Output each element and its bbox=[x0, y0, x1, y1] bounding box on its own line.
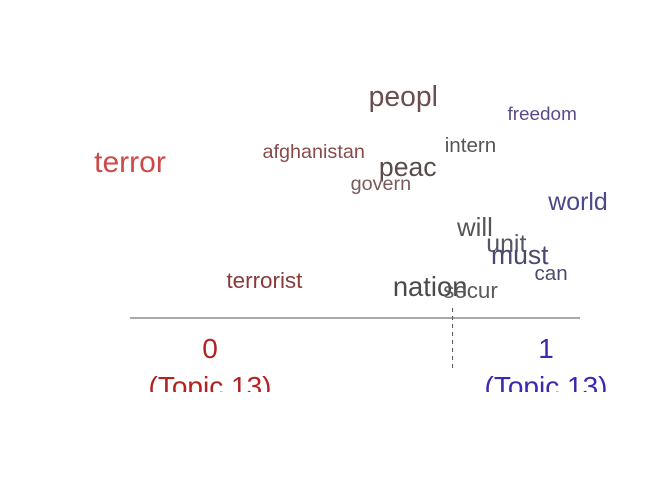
word-terror: terror bbox=[94, 146, 166, 179]
word-unit: unit bbox=[486, 230, 526, 258]
word-secur: secur bbox=[443, 278, 498, 303]
word-intern: intern bbox=[445, 134, 497, 157]
word-govern: govern bbox=[351, 173, 411, 195]
word-will: will bbox=[456, 214, 493, 242]
word-nation: nation bbox=[393, 271, 468, 302]
word-terrorist: terrorist bbox=[226, 268, 303, 293]
axis-labels: 0 (Topic 13) 1 (Topic 13) bbox=[149, 333, 608, 402]
word-world: world bbox=[547, 188, 607, 216]
word-must: must bbox=[491, 240, 549, 270]
word-peac: peac bbox=[379, 152, 437, 182]
word-freedom: freedom bbox=[508, 104, 577, 125]
words-layer: terror peopl freedom afghanistan intern peacg… bbox=[94, 80, 608, 303]
tick-label-0: (Topic 13) bbox=[149, 371, 272, 402]
word-peopl: peopl bbox=[369, 80, 438, 112]
tick-number-1: 1 bbox=[538, 333, 554, 364]
word-afghanistan: afghanistan bbox=[263, 141, 365, 163]
word-can: can bbox=[535, 262, 568, 285]
tick-number-0: 0 bbox=[202, 333, 218, 364]
tick-label-1: (Topic 13) bbox=[485, 371, 608, 402]
